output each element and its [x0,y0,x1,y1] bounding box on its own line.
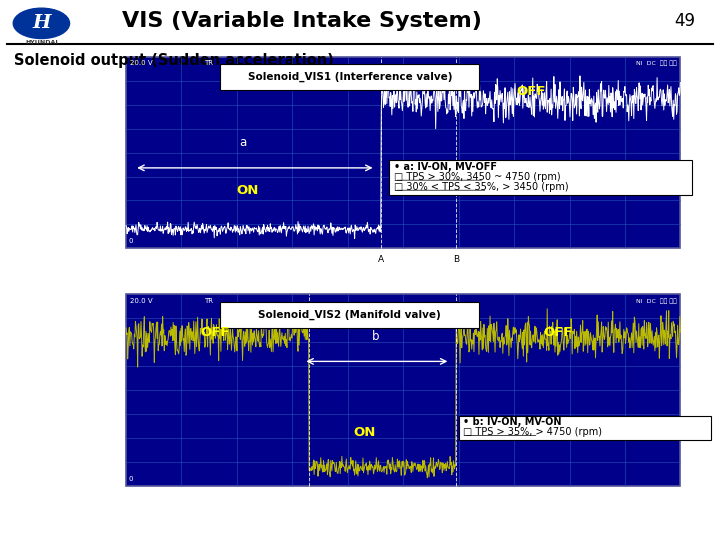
Text: TR: TR [204,60,212,66]
Text: □ TPS > 35%, > 4750 (rpm): □ TPS > 35%, > 4750 (rpm) [463,427,602,437]
Text: VIS (Variable Intake System): VIS (Variable Intake System) [122,10,482,31]
Text: 0: 0 [128,238,132,244]
Text: Solenoid_VIS1 (Interference valve): Solenoid_VIS1 (Interference valve) [248,72,452,83]
Text: HYUNDAI: HYUNDAI [25,40,58,45]
Text: NI  DC  일반 수동: NI DC 일반 수동 [636,60,677,66]
Text: 20.0 V: 20.0 V [130,298,153,304]
Text: □ TPS > 30%, 3450 ~ 4750 (rpm): □ TPS > 30%, 3450 ~ 4750 (rpm) [394,172,560,181]
Text: 20.0 V: 20.0 V [130,60,153,66]
Text: a: a [239,137,246,150]
Text: OFF: OFF [200,326,230,339]
Text: Solenoid_VIS2 (Manifold valve): Solenoid_VIS2 (Manifold valve) [258,309,441,320]
Bar [220,64,480,90]
Text: NI  DC  일반 수동: NI DC 일반 수동 [636,298,677,303]
Text: • a: IV-ON, MV-OFF: • a: IV-ON, MV-OFF [394,161,497,172]
Text: ON: ON [237,184,259,198]
Text: b: b [372,330,379,343]
Bar [390,160,692,195]
Bar [220,302,480,328]
Bar [126,57,680,248]
Text: ON: ON [354,426,376,439]
Text: A: A [378,255,384,264]
Text: B: B [453,255,459,264]
Text: H: H [32,15,50,32]
Bar [459,416,711,440]
Text: OFF: OFF [544,326,573,339]
Text: TR: TR [204,298,212,304]
Text: □ 30% < TPS < 35%, > 3450 (rpm): □ 30% < TPS < 35%, > 3450 (rpm) [394,181,568,192]
Ellipse shape [13,8,70,38]
Bar [126,294,680,486]
Text: 0: 0 [128,476,132,482]
Text: OFF: OFF [516,85,546,98]
Text: Solenoid output (Sudden acceleration): Solenoid output (Sudden acceleration) [14,53,334,68]
Text: 49: 49 [674,11,695,30]
Text: • b: IV-ON, MV-ON: • b: IV-ON, MV-ON [463,417,562,428]
